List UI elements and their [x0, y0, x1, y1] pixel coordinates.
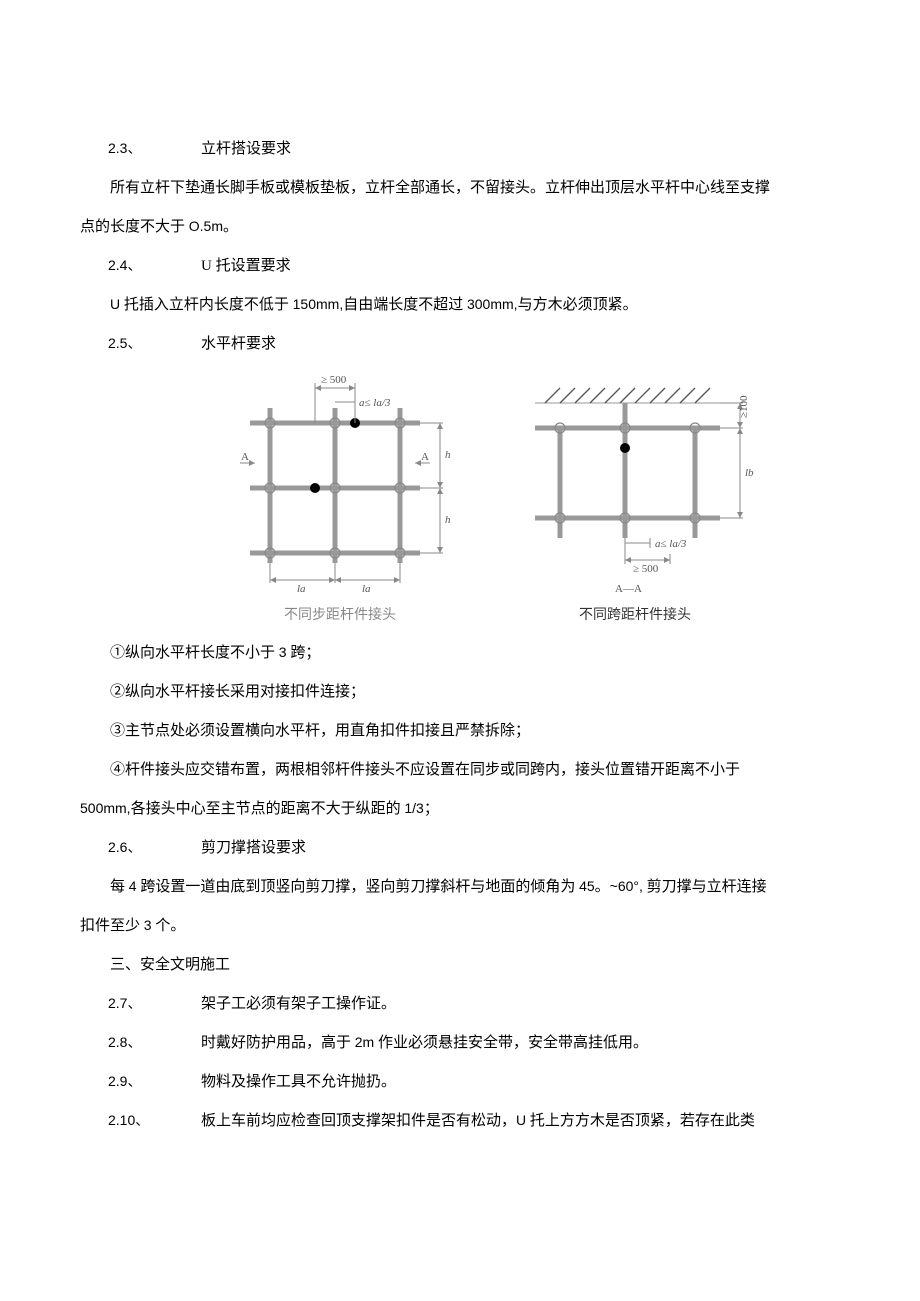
paragraph-text: 每 4 跨设置一道由底到顶竖向剪刀撑，竖向剪刀撑斜杆与地面的倾角为 45。~60…: [80, 868, 840, 907]
list-item: ②纵向水平杆接长采用对接扣件连接；: [80, 673, 840, 712]
list-item: ③主节点处必须设置横向水平杆，用直角扣件扣接且严禁拆除；: [80, 712, 840, 751]
paragraph-text: 点的长度不大于 O.5m。: [80, 208, 840, 247]
svg-text:a≤ la/3: a≤ la/3: [359, 397, 391, 409]
section-number: 2.5、: [80, 325, 171, 361]
svg-text:A—A: A—A: [615, 583, 642, 595]
svg-text:la: la: [297, 583, 306, 595]
section-number: 2.10、: [80, 1102, 171, 1138]
section-title: U 托设置要求: [171, 247, 291, 286]
section-number: 2.3、: [80, 130, 171, 166]
section-title: 时戴好防护用品，高于 2m 作业必须悬挂安全带，安全带高挂低用。: [171, 1024, 648, 1063]
section-2-4-heading: 2.4、 U 托设置要求: [80, 247, 840, 286]
section-2-7-heading: 2.7、 架子工必须有架子工操作证。: [80, 985, 840, 1024]
svg-text:lb: lb: [745, 467, 754, 479]
diagram-right: ≥100 lb a≤ la/3 ≥ 500 A—: [505, 368, 765, 624]
section-2-8-heading: 2.8、 时戴好防护用品，高于 2m 作业必须悬挂安全带，安全带高挂低用。: [80, 1024, 840, 1063]
diagram-caption: 不同步距杆件接头: [284, 604, 396, 624]
paragraph-text: 500mm,各接头中心至主节点的距离不大于纵距的 1/3；: [80, 790, 840, 829]
section-number: 2.4、: [80, 247, 171, 283]
svg-text:h: h: [445, 449, 451, 461]
section-number: 2.8、: [80, 1024, 171, 1060]
svg-text:≥ 500: ≥ 500: [321, 374, 347, 386]
section-2-5-heading: 2.5、 水平杆要求: [80, 325, 840, 364]
paragraph-text: 扣件至少 3 个。: [80, 907, 840, 946]
svg-text:a≤ la/3: a≤ la/3: [655, 538, 687, 550]
diagram-row: ≥ 500 a≤ la/3 A A h h: [80, 368, 840, 624]
paragraph-text: 所有立杆下垫通长脚手板或模板垫板，立杆全部通长，不留接头。立杆伸出顶层水平杆中心…: [80, 169, 840, 208]
diagram-left-svg: ≥ 500 a≤ la/3 A A h h: [215, 368, 465, 598]
section-2-6-heading: 2.6、 剪刀撑搭设要求: [80, 829, 840, 868]
section-number: 2.6、: [80, 829, 171, 865]
paragraph-text: U 托插入立杆内长度不低于 150mm,自由端长度不超过 300mm,与方木必须…: [80, 286, 840, 325]
svg-text:≥ 500: ≥ 500: [633, 563, 659, 575]
list-item: ④杆件接头应交错布置，两根相邻杆件接头不应设置在同步或同跨内，接头位置错开距离不…: [80, 751, 840, 790]
list-item: ①纵向水平杆长度不小于 3 跨；: [80, 634, 840, 673]
svg-text:A: A: [421, 451, 429, 463]
section-title: 剪刀撑搭设要求: [171, 829, 306, 868]
section-title: 物料及操作工具不允许抛扔。: [171, 1063, 396, 1102]
section-2-3-heading: 2.3、 立杆搭设要求: [80, 130, 840, 169]
diagram-caption: 不同跨距杆件接头: [579, 604, 691, 624]
section-title: 立杆搭设要求: [171, 130, 291, 169]
svg-text:h: h: [445, 514, 451, 526]
section-title: 架子工必须有架子工操作证。: [171, 985, 396, 1024]
section-title: 水平杆要求: [171, 325, 276, 364]
section-3-heading: 三、安全文明施工: [80, 946, 840, 985]
section-title: 板上车前均应检查回顶支撑架扣件是否有松动，U 托上方方木是否顶紧，若存在此类: [171, 1102, 755, 1141]
diagram-right-svg: ≥100 lb a≤ la/3 ≥ 500 A—: [505, 368, 765, 598]
diagram-left: ≥ 500 a≤ la/3 A A h h: [215, 368, 465, 624]
section-number: 2.7、: [80, 985, 171, 1021]
section-2-9-heading: 2.9、 物料及操作工具不允许抛扔。: [80, 1063, 840, 1102]
svg-text:≥100: ≥100: [738, 395, 750, 418]
section-number: 2.9、: [80, 1063, 171, 1099]
svg-text:la: la: [362, 583, 371, 595]
document-page: 2.3、 立杆搭设要求 所有立杆下垫通长脚手板或模板垫板，立杆全部通长，不留接头…: [0, 0, 920, 1201]
section-2-10-heading: 2.10、 板上车前均应检查回顶支撑架扣件是否有松动，U 托上方方木是否顶紧，若…: [80, 1102, 840, 1141]
svg-text:A: A: [241, 451, 249, 463]
